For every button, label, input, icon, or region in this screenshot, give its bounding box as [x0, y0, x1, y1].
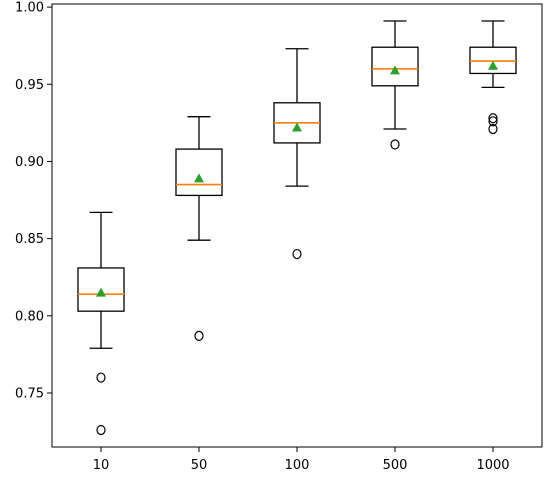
box-1000	[469, 20, 517, 135]
box-series	[77, 20, 517, 436]
mean-marker	[488, 60, 498, 70]
mean-marker	[390, 65, 400, 75]
box-10	[77, 211, 125, 436]
box-100	[273, 48, 321, 260]
box-iqr	[371, 46, 419, 87]
box-500	[371, 20, 419, 150]
y-tick-label: 0.80	[15, 309, 44, 324]
outlier-point	[292, 248, 302, 260]
outlier-point	[194, 330, 204, 341]
outlier-point	[96, 372, 106, 383]
x-tick-label: 10	[93, 458, 110, 473]
x-tick-label: 50	[191, 458, 208, 473]
y-tick-label: 0.75	[15, 386, 44, 401]
y-tick-label: 0.95	[15, 78, 44, 93]
outlier-point	[96, 424, 106, 436]
outlier-point	[488, 116, 498, 127]
mean-marker	[292, 122, 302, 132]
box-50	[175, 116, 223, 341]
y-tick-label: 0.85	[15, 232, 44, 247]
outlier-point	[390, 139, 400, 150]
outlier-point	[488, 113, 498, 124]
box-iqr	[77, 267, 125, 312]
outlier-point	[488, 123, 498, 135]
x-tick-label: 500	[383, 458, 408, 473]
y-axis: 0.75 0.80 0.85 0.90 0.95 1.00	[15, 1, 52, 401]
box-iqr	[175, 148, 223, 197]
x-tick-label: 1000	[476, 458, 509, 473]
x-tick-label: 100	[285, 458, 310, 473]
mean-marker	[96, 287, 106, 297]
mean-marker	[194, 173, 204, 183]
x-axis: 10 50 100 500 1000	[93, 447, 510, 473]
y-tick-label: 0.90	[15, 155, 44, 170]
y-tick-label: 1.00	[15, 1, 44, 16]
